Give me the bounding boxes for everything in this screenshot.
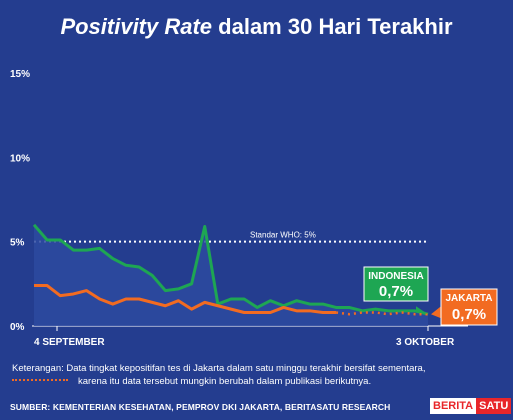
x-tick-end-label: 3 OKTOBER: [396, 337, 455, 348]
chart: 15% 10% 5% 0% Standar WHO: 5% 4 SEPTEMBER 3 OK…: [10, 69, 498, 348]
footnote: Keterangan: Data tingkat kepositifan tes…: [12, 362, 507, 388]
logo-part-2: SATU: [476, 398, 512, 414]
footnote-line-2: karena itu data tersebut mungkin berubah…: [78, 376, 372, 387]
title-rest: dalam 30 Hari Terakhir: [212, 14, 453, 39]
y-tick-label: 10%: [10, 153, 30, 164]
footnote-line-1: Keterangan: Data tingkat kepositifan tes…: [12, 363, 426, 374]
who-reference-label: Standar WHO: 5%: [250, 231, 316, 240]
logo-part-1: BERITA: [430, 398, 477, 414]
jakarta-badge-name: JAKARTA: [445, 293, 492, 304]
indonesia-area: [34, 224, 428, 326]
indonesia-line: [32, 223, 429, 316]
indonesia-badge-name: INDONESIA: [368, 271, 424, 282]
indonesia-badge-value: 0,7%: [379, 283, 413, 300]
jakarta-line: [34, 284, 337, 315]
chart-title: Positivity Rate dalam 30 Hari Terakhir: [0, 14, 513, 40]
source-footer: SUMBER: KEMENTERIAN KESEHATAN, PEMPROV D…: [10, 402, 391, 412]
y-tick-label: 15%: [10, 69, 30, 80]
jakarta-badge-pointer: [431, 306, 441, 319]
jakarta-badge: [440, 288, 498, 326]
y-tick-label: 5%: [10, 238, 25, 249]
indonesia-badge: [363, 266, 429, 302]
beritasatu-logo: BERITA SATU: [430, 398, 512, 414]
y-tick-label: 0%: [10, 322, 25, 333]
provisional-legend-dots: [12, 379, 68, 383]
jakarta-badge-value: 0,7%: [452, 306, 486, 323]
indonesia-badge-pointer: [416, 306, 428, 315]
x-tick-start-label: 4 SEPTEMBER: [34, 337, 105, 348]
title-italic: Positivity Rate: [60, 14, 213, 39]
